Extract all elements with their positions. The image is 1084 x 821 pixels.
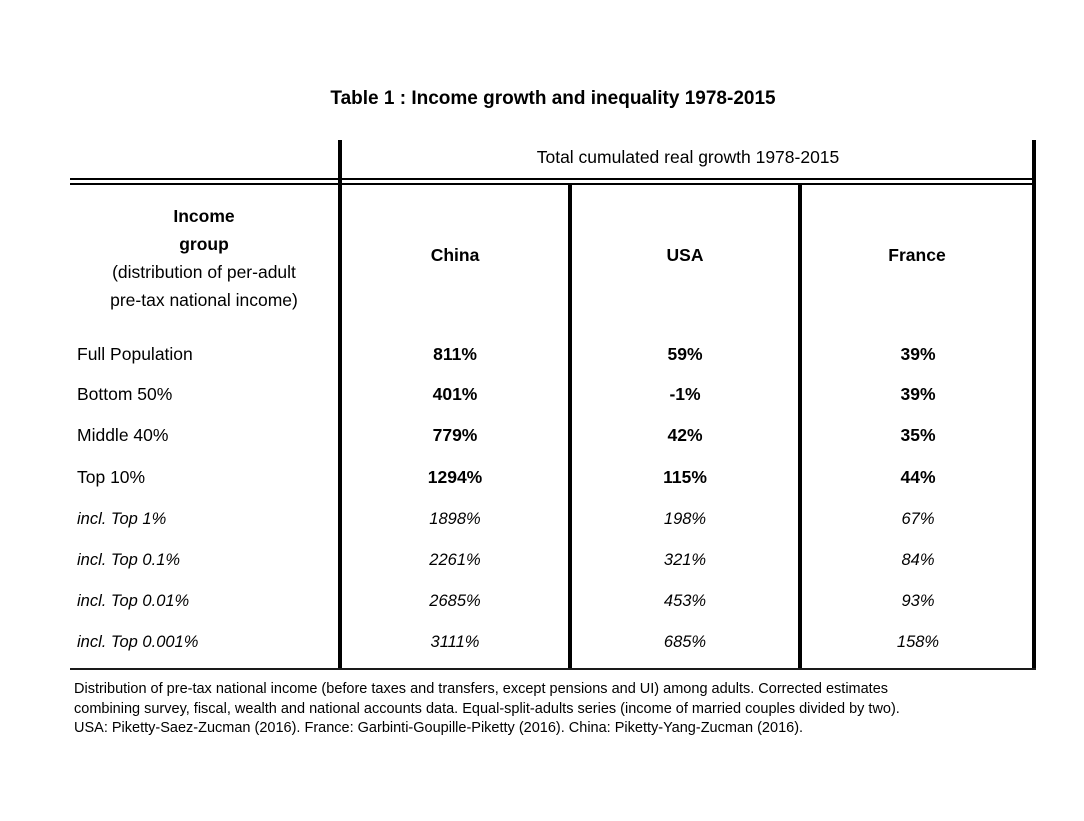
table-rule-vertical-left (338, 140, 342, 670)
cell-china: 811% (433, 343, 477, 364)
table-row: Bottom 50% 401% -1% 39% (70, 382, 1036, 406)
row-group-header-line1: Income (173, 206, 235, 226)
cell-usa: 685% (663, 632, 707, 651)
footnote-line3: USA: Piketty-Saez-Zucman (2016). France:… (74, 720, 804, 736)
table-row: incl. Top 0.01% 2685% 453% 93% (70, 589, 1036, 613)
row-label: Top 10% (77, 466, 146, 487)
cell-china: 779% (432, 424, 478, 445)
cell-france: 67% (901, 509, 935, 528)
cell-france: 158% (896, 632, 940, 651)
cell-france: 35% (900, 424, 936, 445)
table-row: Middle 40% 779% 42% 35% (70, 423, 1036, 447)
cell-usa: 115% (663, 466, 707, 487)
row-group-header: Income group (distribution of per-adult … (70, 202, 338, 314)
table-row: incl. Top 0.1% 2261% 321% 84% (70, 548, 1036, 572)
table-title: Table 1 : Income growth and inequality 1… (330, 88, 776, 109)
table-row: Full Population 811% 59% 39% (70, 342, 1036, 366)
table-rule-vertical-right (1032, 140, 1036, 670)
row-label: Bottom 50% (77, 383, 173, 404)
cell-usa: 321% (663, 550, 707, 569)
table-rule-bottom (70, 668, 1036, 670)
cell-china: 1294% (427, 466, 483, 487)
cell-usa: 42% (667, 424, 703, 445)
footnote-line2: combining survey, fiscal, wealth and nat… (74, 700, 900, 717)
row-label: Middle 40% (77, 424, 169, 445)
table-rule-vertical-usa-france (798, 184, 802, 670)
table-rule-double-horizontal (70, 178, 1036, 185)
cell-france: 93% (901, 591, 935, 610)
table-row: incl. Top 0.001% 3111% 685% 158% (70, 630, 1036, 654)
row-group-header-line3: (distribution of per-adult (112, 262, 296, 282)
row-label: incl. Top 0.001% (77, 632, 199, 651)
cell-china: 3111% (430, 632, 480, 651)
row-label: incl. Top 1% (77, 509, 167, 528)
column-header-china: China (430, 245, 480, 265)
column-header-usa: USA (666, 245, 704, 265)
column-header-france: France (888, 245, 946, 265)
cell-france: 39% (900, 383, 936, 404)
cell-china: 401% (432, 383, 478, 404)
row-label: Full Population (77, 343, 193, 364)
row-group-header-line2: group (179, 234, 229, 254)
cell-france: 39% (900, 343, 936, 364)
row-label: incl. Top 0.1% (77, 550, 181, 569)
cell-france: 84% (901, 550, 935, 569)
table-row: incl. Top 1% 1898% 198% 67% (70, 507, 1036, 531)
row-group-header-line4: pre-tax national income) (110, 290, 298, 310)
table-row: Top 10% 1294% 115% 44% (70, 465, 1036, 489)
cell-usa: 453% (663, 591, 707, 610)
cell-china: 2685% (429, 591, 481, 610)
footnote-line1: Distribution of pre-tax national income … (74, 681, 889, 697)
column-group-header: Total cumulated real growth 1978-2015 (536, 147, 840, 167)
table-footnote: Distribution of pre-tax national income … (74, 680, 1024, 739)
cell-france: 44% (900, 466, 936, 487)
cell-china: 2261% (429, 550, 481, 569)
row-label: incl. Top 0.01% (77, 591, 190, 610)
cell-usa: -1% (669, 383, 701, 404)
table-rule-vertical-china-usa (568, 184, 572, 670)
cell-usa: 198% (663, 509, 707, 528)
cell-china: 1898% (429, 509, 481, 528)
cell-usa: 59% (667, 343, 703, 364)
